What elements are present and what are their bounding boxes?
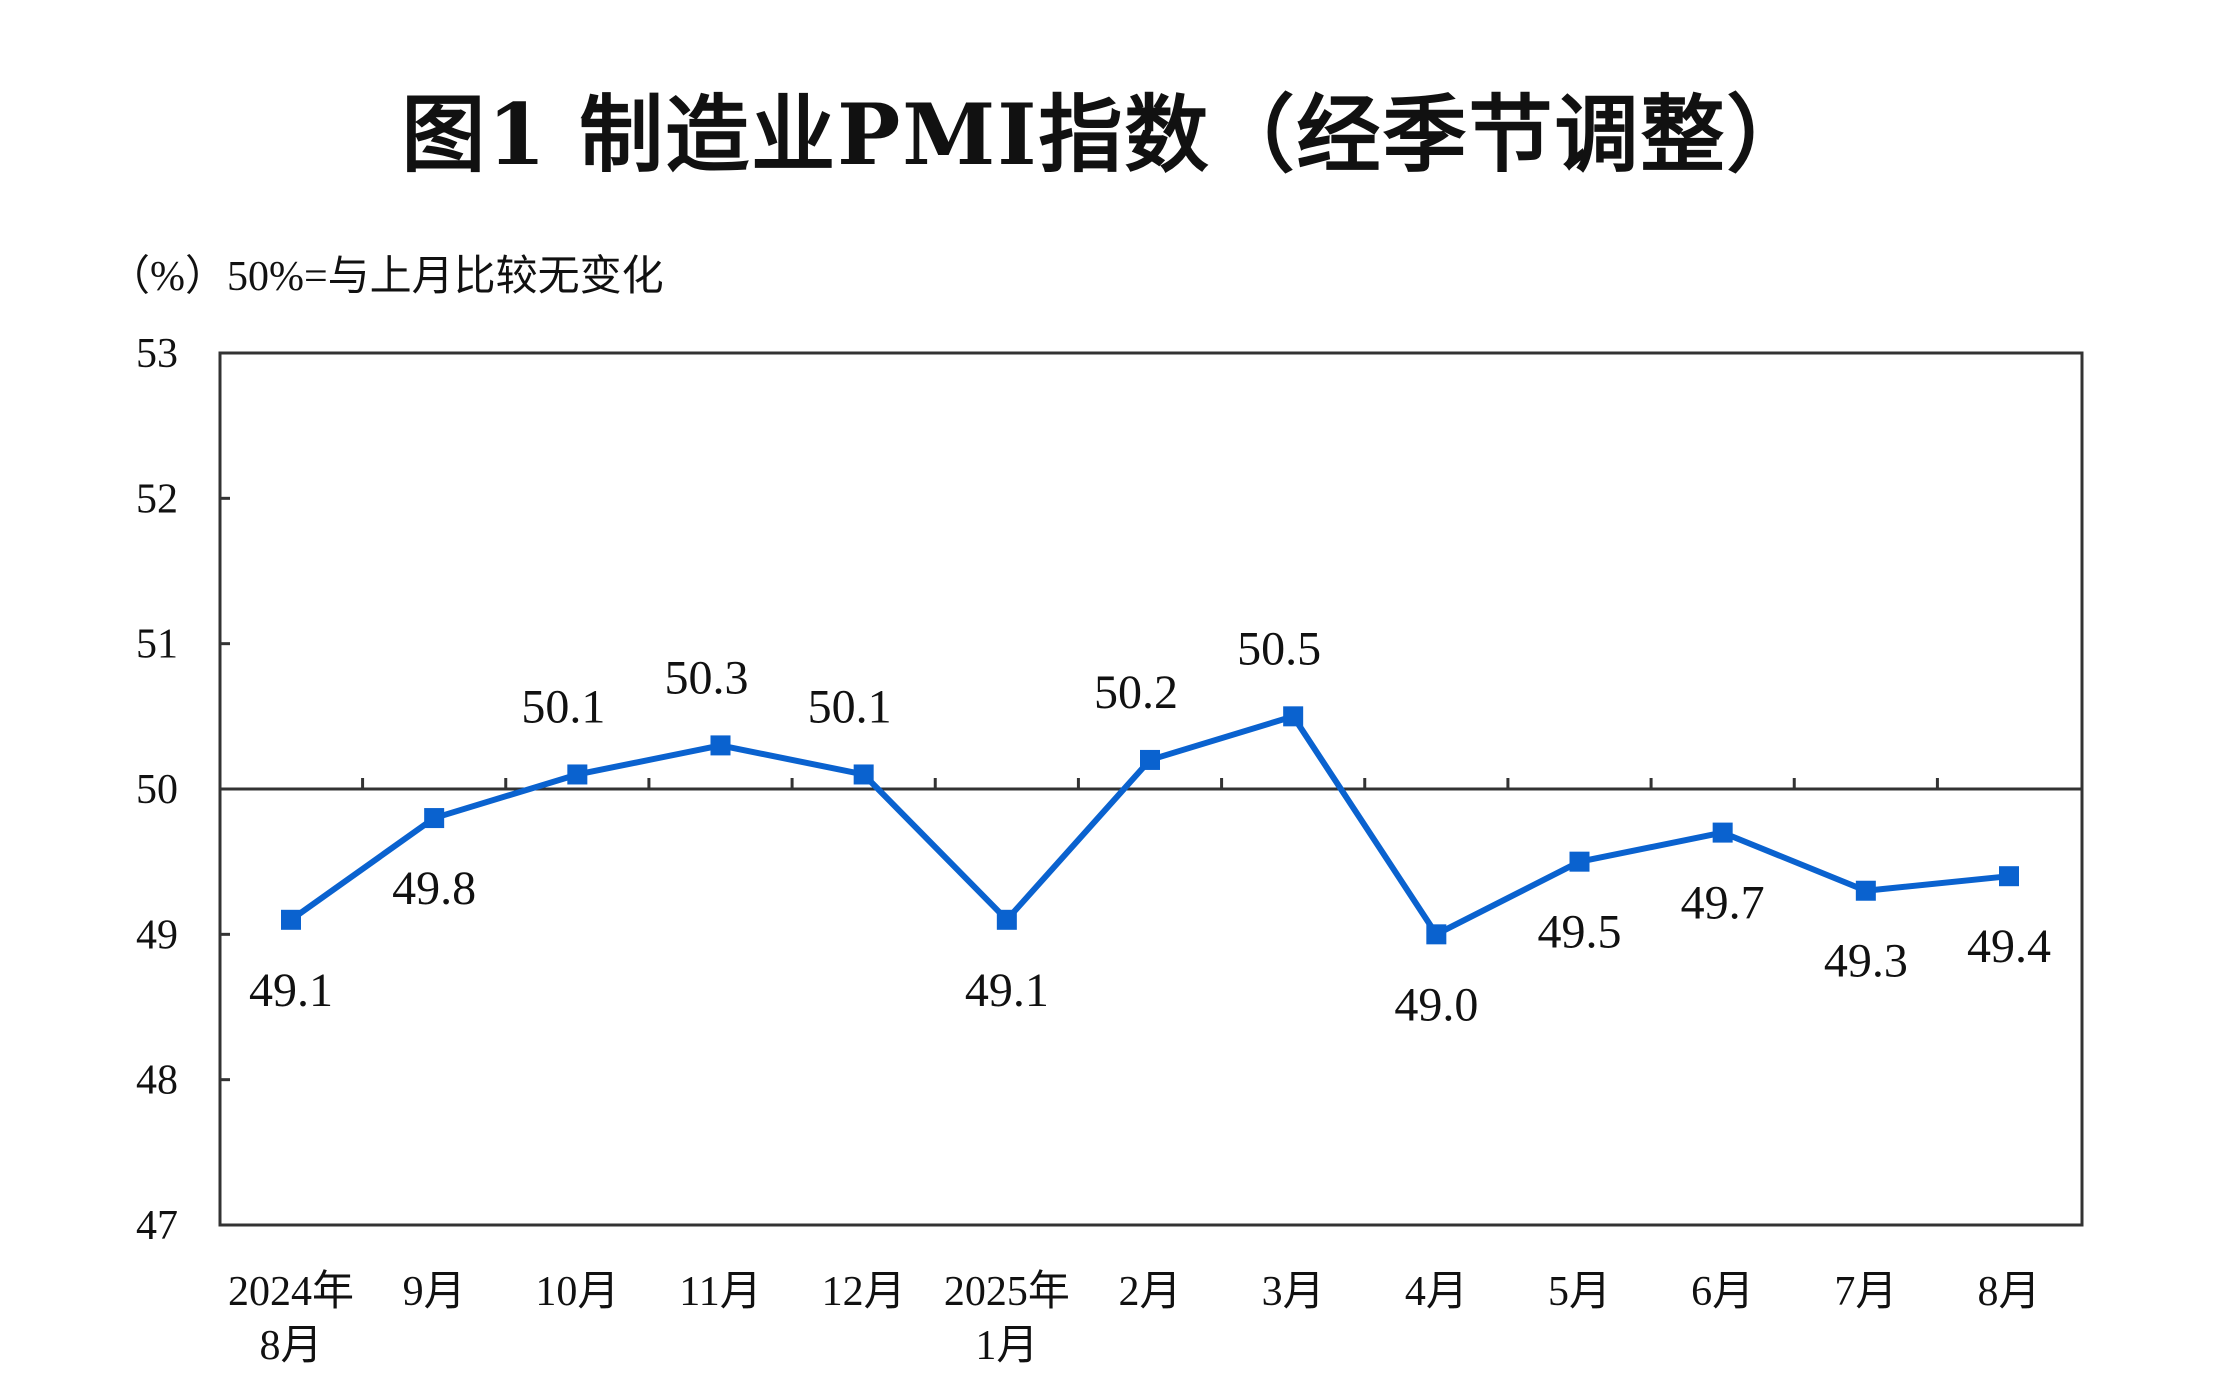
data-point-marker [1140,749,1160,770]
data-label: 50.1 [521,680,605,733]
data-point-marker [424,808,445,829]
data-label: 49.8 [392,862,476,915]
y-tick-label: 51 [136,622,178,668]
x-tick-label: 12月 [822,1269,906,1315]
y-tick-label: 47 [136,1203,178,1249]
x-tick-label: 10月 [535,1269,619,1315]
x-tick-label: 8月 [259,1323,322,1369]
x-tick-label: 4月 [1405,1269,1468,1315]
data-point-marker [1283,706,1304,727]
data-label: 49.3 [1824,935,1908,988]
data-label: 49.1 [249,964,333,1017]
x-tick-label: 5月 [1548,1269,1611,1315]
data-point-marker [710,735,731,756]
chart-title: 图1 制造业PMI指数（经季节调整） [401,85,1813,184]
data-point-marker [1855,880,1876,901]
x-tick-label: 3月 [1262,1269,1325,1315]
x-tick-label: 2024年 [228,1268,354,1315]
data-point-marker [1426,924,1447,945]
x-tick-label: 9月 [403,1269,466,1315]
data-point-marker [1999,866,2019,887]
data-point-marker [281,909,301,930]
x-tick-label: 2025年 [944,1268,1070,1315]
x-tick-label: 6月 [1691,1269,1754,1315]
x-tick-label: 1月 [975,1323,1038,1369]
y-tick-label: 49 [136,912,178,958]
y-tick-label: 50 [136,767,178,813]
data-label: 49.1 [965,964,1049,1017]
data-point-marker [1712,822,1733,843]
x-tick-label: 2月 [1118,1269,1181,1315]
data-point-marker [567,764,588,785]
data-label: 50.2 [1094,666,1178,719]
x-tick-label: 11月 [679,1269,761,1315]
data-label: 50.1 [808,680,892,733]
data-label: 50.3 [665,651,749,704]
y-tick-label: 48 [136,1058,178,1104]
data-point-marker [1569,851,1590,872]
data-label: 49.4 [1967,920,2051,973]
y-tick-label: 53 [136,331,178,377]
data-label: 49.5 [1538,906,1622,959]
data-label: 49.7 [1681,877,1765,930]
data-point-marker [853,764,874,785]
x-tick-label: 8月 [1977,1269,2040,1315]
data-label: 50.5 [1237,622,1321,675]
y-tick-label: 52 [136,476,178,522]
data-label: 49.0 [1394,978,1478,1031]
data-point-marker [996,909,1017,930]
unit-note: （%）50%=与上月比较无变化 [108,254,664,300]
x-tick-label: 7月 [1834,1269,1897,1315]
